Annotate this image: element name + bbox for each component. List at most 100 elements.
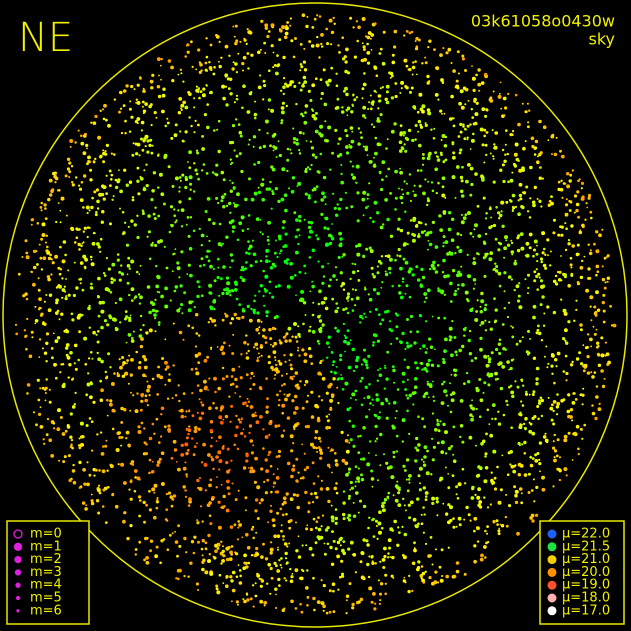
star — [28, 354, 33, 359]
star — [65, 329, 70, 334]
star — [302, 569, 305, 573]
star — [145, 184, 149, 188]
star — [376, 265, 379, 268]
star — [244, 267, 248, 270]
star — [123, 408, 127, 412]
star — [237, 564, 240, 566]
star — [249, 377, 252, 380]
star — [429, 536, 433, 539]
star — [472, 261, 477, 266]
star — [243, 401, 247, 405]
star — [50, 189, 54, 194]
star — [294, 235, 298, 239]
star — [202, 442, 207, 447]
star — [103, 103, 107, 108]
star — [404, 292, 407, 295]
star — [344, 129, 348, 133]
star — [68, 176, 71, 178]
star — [295, 549, 299, 553]
star — [331, 297, 335, 301]
star — [373, 607, 377, 611]
star — [289, 261, 293, 266]
star — [370, 477, 375, 481]
star — [431, 189, 435, 193]
star — [294, 406, 299, 411]
star — [143, 441, 147, 445]
star — [25, 347, 28, 351]
star — [372, 288, 377, 292]
star — [384, 270, 387, 273]
star — [271, 518, 276, 522]
star — [303, 76, 306, 79]
star — [306, 424, 310, 429]
star — [475, 73, 478, 77]
star — [444, 452, 448, 455]
star — [335, 213, 339, 217]
star — [418, 143, 422, 148]
star — [71, 318, 75, 322]
star — [280, 106, 285, 110]
star — [195, 149, 199, 152]
star — [224, 312, 227, 315]
star — [43, 203, 47, 207]
star — [281, 513, 285, 517]
star — [357, 127, 361, 130]
star — [466, 253, 469, 256]
star — [473, 279, 476, 282]
star — [131, 198, 135, 202]
star — [151, 487, 156, 492]
star — [197, 427, 201, 431]
star — [524, 392, 529, 396]
star — [579, 427, 583, 431]
star — [250, 451, 254, 455]
star — [571, 401, 576, 405]
star — [314, 436, 317, 440]
star — [140, 129, 143, 132]
star — [550, 201, 554, 206]
star — [364, 385, 368, 389]
star — [514, 493, 518, 498]
star — [480, 174, 484, 178]
star — [437, 441, 440, 445]
star — [47, 197, 51, 202]
star — [224, 85, 228, 88]
star — [507, 92, 510, 95]
star — [553, 449, 558, 453]
star — [91, 196, 94, 200]
star — [459, 148, 463, 152]
star — [406, 365, 410, 370]
star — [502, 413, 506, 417]
star — [245, 373, 249, 377]
star — [208, 406, 212, 411]
star — [156, 310, 159, 313]
star — [104, 521, 108, 524]
star — [346, 341, 351, 346]
star — [61, 288, 66, 292]
star — [344, 350, 346, 353]
star — [184, 495, 188, 498]
star — [526, 353, 530, 356]
star — [431, 496, 436, 501]
star — [193, 535, 197, 539]
star — [401, 371, 406, 376]
star — [241, 536, 244, 539]
star — [25, 255, 30, 260]
magnitude-label: m=6 — [30, 603, 62, 618]
star — [99, 154, 103, 158]
star — [479, 336, 483, 340]
star — [392, 494, 395, 497]
star — [144, 398, 148, 403]
star — [82, 241, 85, 244]
star — [565, 379, 568, 382]
star — [444, 240, 449, 245]
star — [319, 326, 323, 330]
star — [262, 269, 266, 273]
star — [423, 425, 426, 429]
star — [449, 251, 454, 256]
star — [383, 554, 387, 559]
star — [282, 335, 286, 339]
star — [417, 232, 420, 235]
star — [407, 589, 411, 594]
star — [238, 569, 242, 572]
star — [342, 322, 345, 325]
